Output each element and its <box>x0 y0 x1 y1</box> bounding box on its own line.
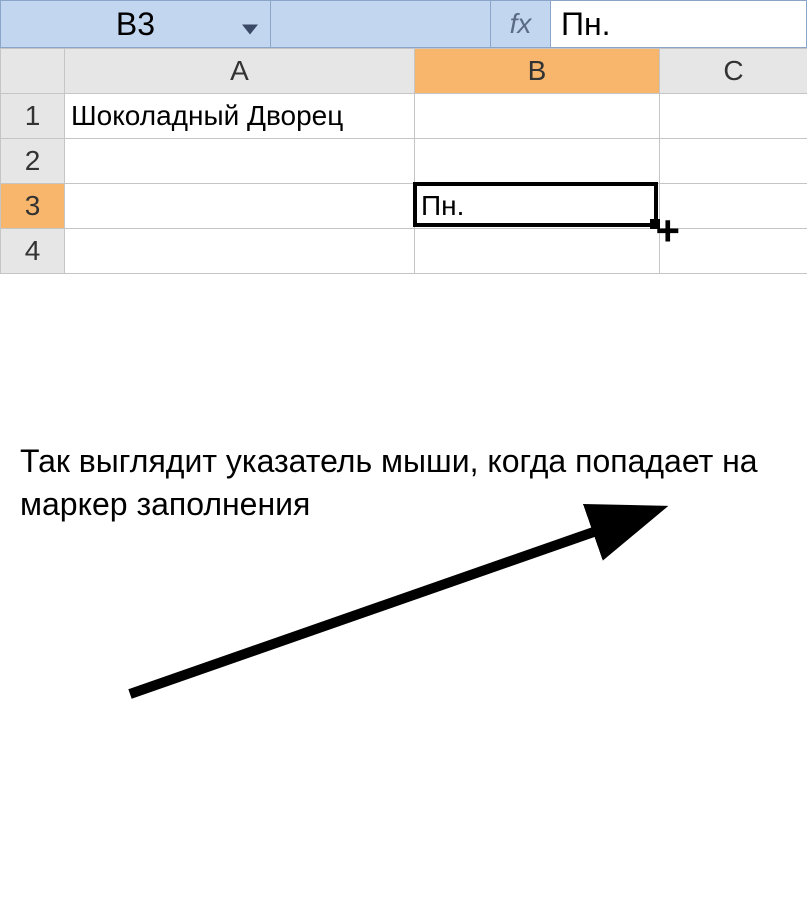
row-header-3[interactable]: 3 <box>1 184 65 229</box>
col-header-C[interactable]: C <box>660 49 807 94</box>
formula-bar-gap <box>271 1 491 47</box>
cell-C2[interactable] <box>660 139 807 184</box>
cell-A2[interactable] <box>65 139 415 184</box>
fx-icon[interactable]: fx <box>491 1 551 47</box>
name-box-value: B3 <box>116 6 155 43</box>
cell-A4[interactable] <box>65 229 415 274</box>
col-header-B[interactable]: B <box>415 49 660 94</box>
formula-section: fx Пн. <box>271 1 806 47</box>
cell-C3[interactable] <box>660 184 807 229</box>
name-box-dropdown-icon[interactable] <box>242 6 258 43</box>
cell-B1[interactable] <box>415 94 660 139</box>
cell-B3[interactable]: Пн. <box>415 184 660 229</box>
formula-input[interactable]: Пн. <box>551 1 806 47</box>
formula-bar: B3 fx Пн. <box>0 0 807 48</box>
cell-A1[interactable]: Шоколадный Дворец <box>65 94 415 139</box>
annotation-arrow-icon <box>0 274 807 899</box>
cell-B4[interactable] <box>415 229 660 274</box>
annotation-text: Так выглядит указатель мыши, когда попад… <box>20 440 780 526</box>
row-header-4[interactable]: 4 <box>1 229 65 274</box>
row-header-1[interactable]: 1 <box>1 94 65 139</box>
col-header-A[interactable]: A <box>65 49 415 94</box>
row-header-2[interactable]: 2 <box>1 139 65 184</box>
cell-C4[interactable] <box>660 229 807 274</box>
formula-value: Пн. <box>561 6 611 43</box>
cell-A3[interactable] <box>65 184 415 229</box>
name-box[interactable]: B3 <box>1 1 271 47</box>
spreadsheet-grid[interactable]: A B C 1 Шоколадный Дворец 2 3 Пн. 4 <box>0 48 807 274</box>
select-all-corner[interactable] <box>1 49 65 94</box>
cell-C1[interactable] <box>660 94 807 139</box>
cell-B2[interactable] <box>415 139 660 184</box>
